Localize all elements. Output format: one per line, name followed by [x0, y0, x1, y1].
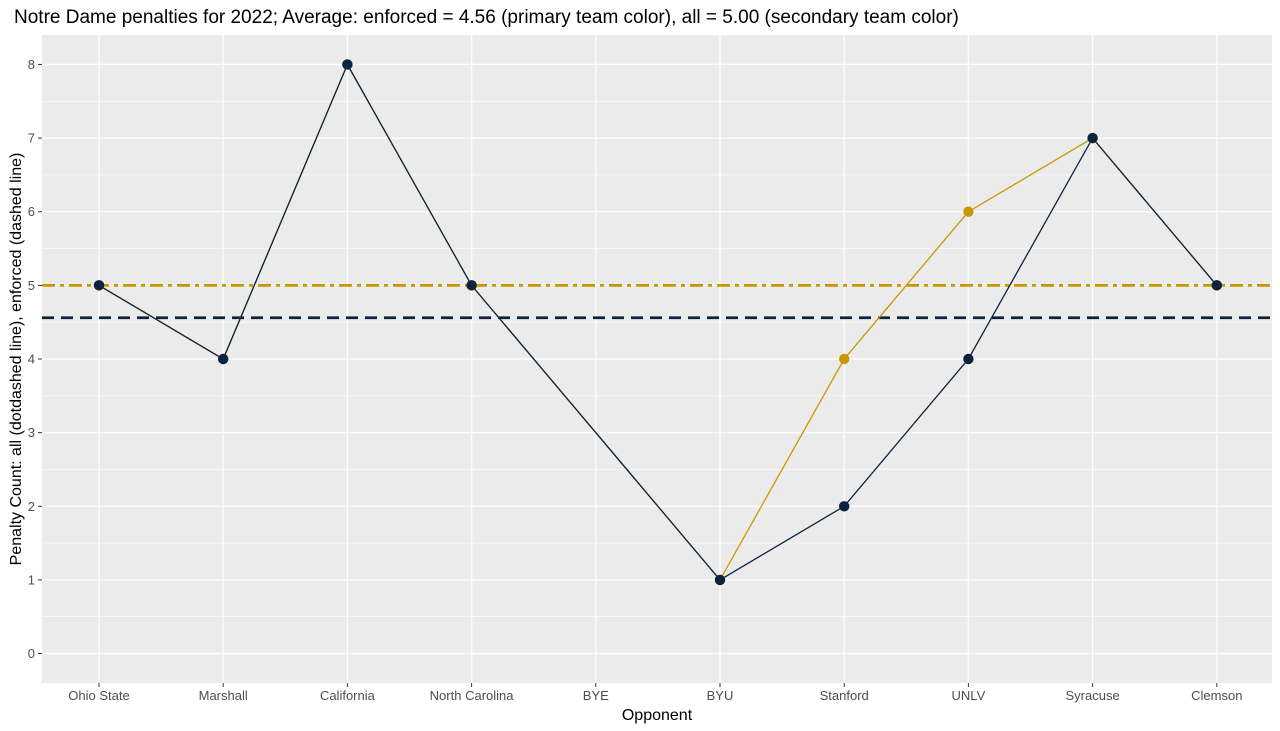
- y-axis-ticks: 0 1 2 3 4 5 6 7 8: [28, 57, 42, 661]
- grid-minor: [42, 100, 1272, 618]
- all-data-point: [963, 206, 974, 217]
- all-data-point: [839, 353, 850, 365]
- y-tick-label: 5: [28, 278, 35, 293]
- enforced-data-point: [963, 353, 974, 365]
- y-tick-label: 6: [28, 204, 35, 219]
- enforced-data-point: [342, 59, 353, 70]
- enforced-data-point: [466, 280, 477, 291]
- grid-major: [42, 35, 1272, 683]
- x-tick-label: California: [320, 688, 376, 703]
- y-tick-label: 2: [28, 499, 35, 514]
- enforced-data-point: [714, 574, 726, 586]
- enforced-data-point: [218, 353, 229, 365]
- x-tick-label: Ohio State: [68, 688, 129, 703]
- x-tick-label: Clemson: [1191, 688, 1242, 703]
- y-tick-label: 8: [28, 57, 35, 72]
- x-tick-label: Marshall: [199, 688, 248, 703]
- chart-title: Notre Dame penalties for 2022; Average: …: [14, 7, 959, 28]
- y-tick-label: 3: [28, 425, 35, 440]
- x-tick-label: UNLV: [952, 688, 986, 703]
- y-tick-label: 0: [28, 646, 35, 661]
- x-tick-label: North Carolina: [430, 688, 515, 703]
- y-tick-label: 1: [28, 572, 35, 587]
- enforced-data-point: [93, 280, 105, 291]
- y-axis-title: Penalty Count: all (dotdashed line), enf…: [8, 153, 25, 566]
- x-tick-label: Stanford: [820, 688, 869, 703]
- x-tick-label: BYU: [707, 688, 734, 703]
- y-tick-label: 7: [28, 131, 35, 146]
- x-tick-label: Syracuse: [1065, 688, 1119, 703]
- enforced-data-point: [1211, 280, 1223, 291]
- x-tick-label: BYE: [583, 688, 609, 703]
- x-axis-title: Opponent: [622, 707, 693, 724]
- x-axis-ticks: Ohio State Marshall California North Caroli…: [68, 683, 1242, 703]
- series-points: [93, 59, 1223, 586]
- enforced-data-point: [839, 501, 850, 512]
- enforced-data-point: [1087, 132, 1098, 144]
- y-tick-label: 4: [28, 352, 35, 367]
- reference-lines: [42, 283, 1272, 320]
